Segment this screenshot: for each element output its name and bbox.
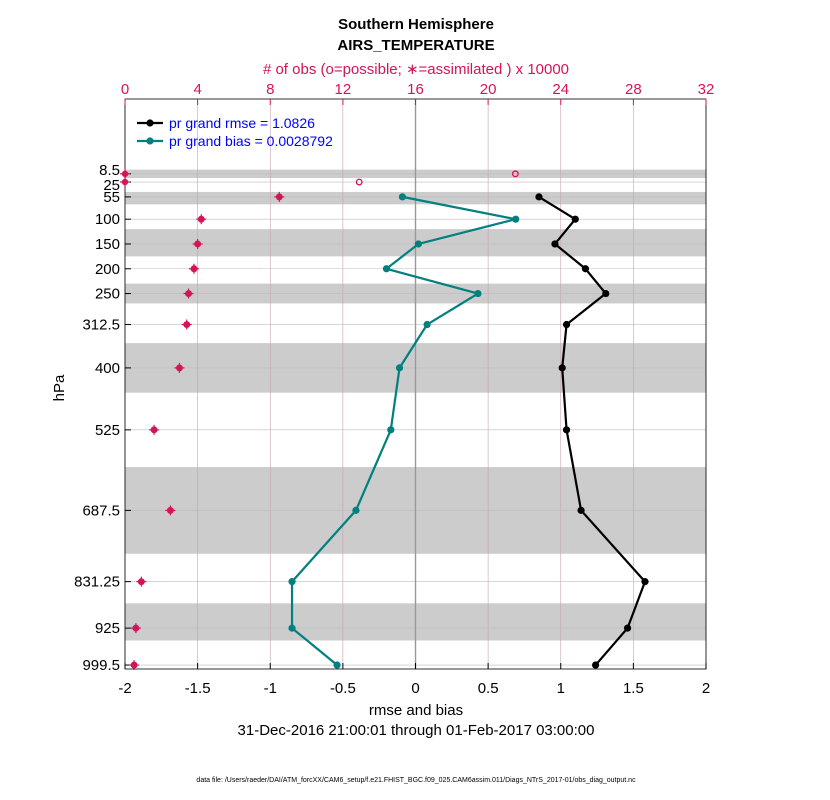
obs-assimilated-marker — [149, 424, 160, 435]
top-axis-tick-label: 16 — [407, 81, 424, 98]
chart-title: Southern Hemisphere — [338, 16, 494, 33]
legend-label: pr grand rmse = 1.0826 — [169, 115, 315, 131]
x-axis-tick-label: -1.5 — [185, 680, 211, 697]
rmse-point — [577, 506, 585, 514]
x-axis-label: rmse and bias — [369, 702, 463, 719]
x-axis-tick-label: 1.5 — [623, 680, 644, 697]
obs-assimilated-marker — [183, 288, 194, 299]
chart-subtitle: AIRS_TEMPERATURE — [337, 37, 494, 54]
legend: pr grand rmse = 1.0826 pr grand bias = 0.… — [137, 115, 333, 149]
x-axis: -2 -1.5 -1 -0.5 0 0.5 1 1.5 2 — [118, 663, 710, 697]
y-axis-tick-label: 831.25 — [74, 574, 120, 591]
obs-assimilated-marker — [274, 191, 285, 202]
bias-point — [423, 320, 431, 329]
x-axis-tick-label: 1 — [557, 680, 565, 697]
x-axis-tick-label: 0 — [411, 680, 419, 697]
x-axis-tick-label: -1 — [264, 680, 277, 697]
obs-assimilated-marker — [174, 362, 185, 373]
obs-possible-marker — [355, 178, 363, 186]
obs-markers — [120, 168, 519, 671]
legend-label: pr grand bias = 0.0028792 — [169, 133, 333, 149]
y-axis-tick-label: 200 — [95, 261, 120, 278]
bias-point — [387, 426, 395, 434]
bias-point — [395, 364, 404, 372]
rmse-point — [641, 578, 649, 586]
top-axis: 0 4 8 12 16 20 24 28 32 — [121, 81, 715, 105]
top-axis-label: # of obs (o=possible; ∗=assimilated ) x … — [263, 61, 569, 78]
legend-marker — [146, 119, 154, 127]
series-lines — [288, 193, 649, 669]
bias-point — [474, 289, 482, 298]
obs-assimilated-marker — [129, 660, 140, 671]
y-axis-tick-label: 8.5 — [99, 162, 120, 179]
bias-point — [398, 193, 407, 201]
rmse-point — [535, 193, 543, 201]
bias-point — [414, 240, 423, 248]
top-axis-tick-label: 8 — [266, 81, 274, 98]
y-axis-tick-label: 525 — [95, 422, 120, 439]
obs-assimilated-marker — [188, 263, 199, 274]
y-axis-tick-label: 100 — [95, 211, 120, 228]
top-axis-tick-label: 12 — [335, 81, 352, 98]
obs-assimilated-marker — [181, 319, 192, 330]
y-axis-tick-label: 150 — [95, 236, 120, 253]
obs-assimilated-marker — [120, 177, 130, 188]
rmse-point — [592, 661, 600, 669]
date-range: 31-Dec-2016 21:00:01 through 01-Feb-2017… — [238, 722, 595, 739]
obs-assimilated-marker — [120, 168, 130, 179]
y-axis-tick-label: 55 — [103, 189, 120, 206]
top-axis-tick-label: 24 — [552, 81, 569, 98]
top-axis-tick-label: 32 — [698, 81, 715, 98]
rmse-point — [562, 320, 571, 329]
y-axis-label: hPa — [51, 374, 68, 401]
x-axis-tick-label: -0.5 — [330, 680, 356, 697]
obs-possible-marker — [511, 170, 519, 178]
y-axis-tick-label: 250 — [95, 286, 120, 303]
footer-data-file: data file: /Users/raeder/DAI/ATM_forcXX/… — [196, 777, 636, 784]
rmse-point — [562, 426, 571, 434]
y-axis-tick-label: 400 — [95, 360, 120, 377]
legend-marker — [146, 137, 154, 145]
y-axis-tick-label: 925 — [95, 620, 120, 637]
obs-assimilated-marker — [192, 238, 203, 249]
obs-assimilated-marker — [165, 505, 176, 516]
bias-point — [382, 265, 391, 273]
x-axis-tick-label: 2 — [702, 680, 710, 697]
obs-assimilated-marker — [136, 576, 147, 587]
x-axis-tick-label: 0.5 — [478, 680, 499, 697]
rmse-point — [571, 215, 579, 223]
bias-point — [512, 215, 520, 223]
obs-assimilated-marker — [130, 623, 141, 634]
y-axis-tick-label: 25 — [103, 177, 120, 194]
x-axis-tick-label: -2 — [118, 680, 131, 697]
rmse-point — [581, 265, 590, 273]
rmse-point — [623, 624, 632, 632]
bias-point — [352, 506, 360, 514]
obs-assimilated-marker — [196, 214, 207, 225]
rmse-point — [558, 364, 566, 372]
top-axis-tick-label: 28 — [625, 81, 642, 98]
bias-point — [333, 661, 341, 669]
bias-point — [288, 624, 296, 632]
bias-line — [290, 195, 517, 666]
y-axis-tick-label: 687.5 — [82, 502, 120, 519]
top-axis-tick-label: 0 — [121, 81, 129, 98]
top-axis-tick-label: 20 — [480, 81, 497, 98]
y-axis-tick-label: 999.5 — [82, 657, 120, 674]
bias-point — [288, 578, 296, 586]
y-axis-tick-label: 312.5 — [82, 317, 120, 334]
rmse-point — [551, 240, 559, 248]
rmse-point — [602, 289, 610, 298]
top-axis-tick-label: 4 — [193, 81, 201, 98]
rmse-line — [538, 195, 647, 666]
